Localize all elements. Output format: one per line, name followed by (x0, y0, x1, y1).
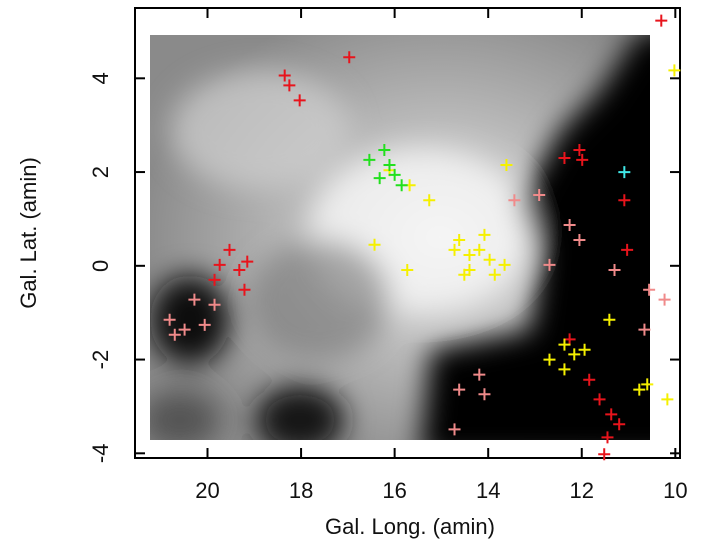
plus-marker (168, 328, 181, 341)
plus-marker (208, 273, 221, 286)
x-tick-label: 14 (476, 478, 500, 503)
plus-marker (378, 144, 391, 157)
plus-marker (401, 264, 414, 277)
sky-image (150, 35, 650, 440)
plus-marker (473, 368, 486, 381)
plus-marker (558, 363, 571, 376)
y-axis-label: Gal. Lat. (amin) (16, 157, 41, 309)
plus-marker (563, 333, 576, 346)
plus-marker (283, 79, 296, 92)
plus-marker (388, 168, 401, 181)
plus-marker (423, 194, 436, 207)
plus-marker (478, 388, 491, 401)
plus-marker (568, 348, 581, 361)
plus-marker (583, 373, 596, 386)
plus-marker (208, 298, 221, 311)
plus-marker (363, 153, 376, 166)
y-tick-label: -2 (88, 350, 113, 370)
plus-marker (293, 94, 306, 107)
plus-marker (668, 64, 681, 77)
plus-marker (618, 194, 631, 207)
x-tick-label: 18 (289, 478, 313, 503)
x-tick-label: 12 (570, 478, 594, 503)
plus-marker (573, 234, 586, 247)
plot-frame (134, 7, 681, 459)
plus-marker (178, 323, 191, 336)
x-tick-label: 20 (195, 478, 219, 503)
plus-marker (498, 258, 511, 271)
plus-marker (453, 383, 466, 396)
plus-marker (453, 234, 466, 247)
plus-marker (533, 189, 546, 202)
plus-marker (198, 318, 211, 331)
y-tick-label: 4 (88, 72, 113, 84)
x-tick-label: 16 (382, 478, 406, 503)
plus-marker (576, 153, 589, 166)
plus-marker (188, 293, 201, 306)
plus-marker (593, 393, 606, 406)
plus-marker (633, 383, 646, 396)
plus-marker (233, 264, 246, 277)
plus-marker (641, 378, 654, 391)
y-tick-label: -4 (88, 444, 113, 464)
plus-marker (473, 243, 486, 256)
plus-marker (618, 166, 631, 179)
plus-marker (558, 338, 571, 351)
plus-marker (343, 51, 356, 64)
plus-marker (241, 255, 254, 268)
plus-marker (478, 228, 491, 241)
x-tick-label: 10 (663, 478, 687, 503)
plus-marker (621, 243, 634, 256)
plus-marker (223, 243, 236, 256)
plus-marker (448, 423, 461, 436)
plus-marker (655, 14, 668, 27)
y-tick-label: 2 (88, 166, 113, 178)
plus-marker (373, 172, 386, 185)
plus-marker (578, 343, 591, 356)
plus-marker (613, 418, 626, 431)
plus-marker (383, 159, 396, 172)
plus-marker (643, 283, 656, 296)
plus-marker (278, 69, 291, 82)
plus-marker (605, 408, 618, 421)
plus-marker (598, 448, 611, 461)
plus-marker (603, 313, 616, 326)
plus-marker (463, 249, 476, 262)
plus-marker (163, 313, 176, 326)
plus-marker (483, 253, 496, 266)
plus-marker (543, 258, 556, 271)
plus-marker (448, 243, 461, 256)
plus-marker (500, 159, 513, 172)
plus-marker (213, 258, 226, 271)
plus-marker (563, 219, 576, 232)
plus-marker (458, 268, 471, 281)
plus-marker (238, 283, 251, 296)
plus-marker (661, 393, 674, 406)
plus-marker (395, 179, 408, 192)
x-axis-label: Gal. Long. (amin) (325, 514, 495, 539)
plus-marker (368, 238, 381, 251)
plus-marker (488, 268, 501, 281)
plus-marker (558, 152, 571, 164)
plus-marker (573, 144, 586, 157)
y-tick-label: 0 (88, 260, 113, 272)
plus-marker (658, 293, 671, 306)
plus-marker (543, 353, 556, 366)
plus-marker (638, 323, 651, 336)
plus-marker (601, 431, 614, 444)
plus-marker (608, 264, 621, 277)
plus-marker (508, 194, 521, 207)
